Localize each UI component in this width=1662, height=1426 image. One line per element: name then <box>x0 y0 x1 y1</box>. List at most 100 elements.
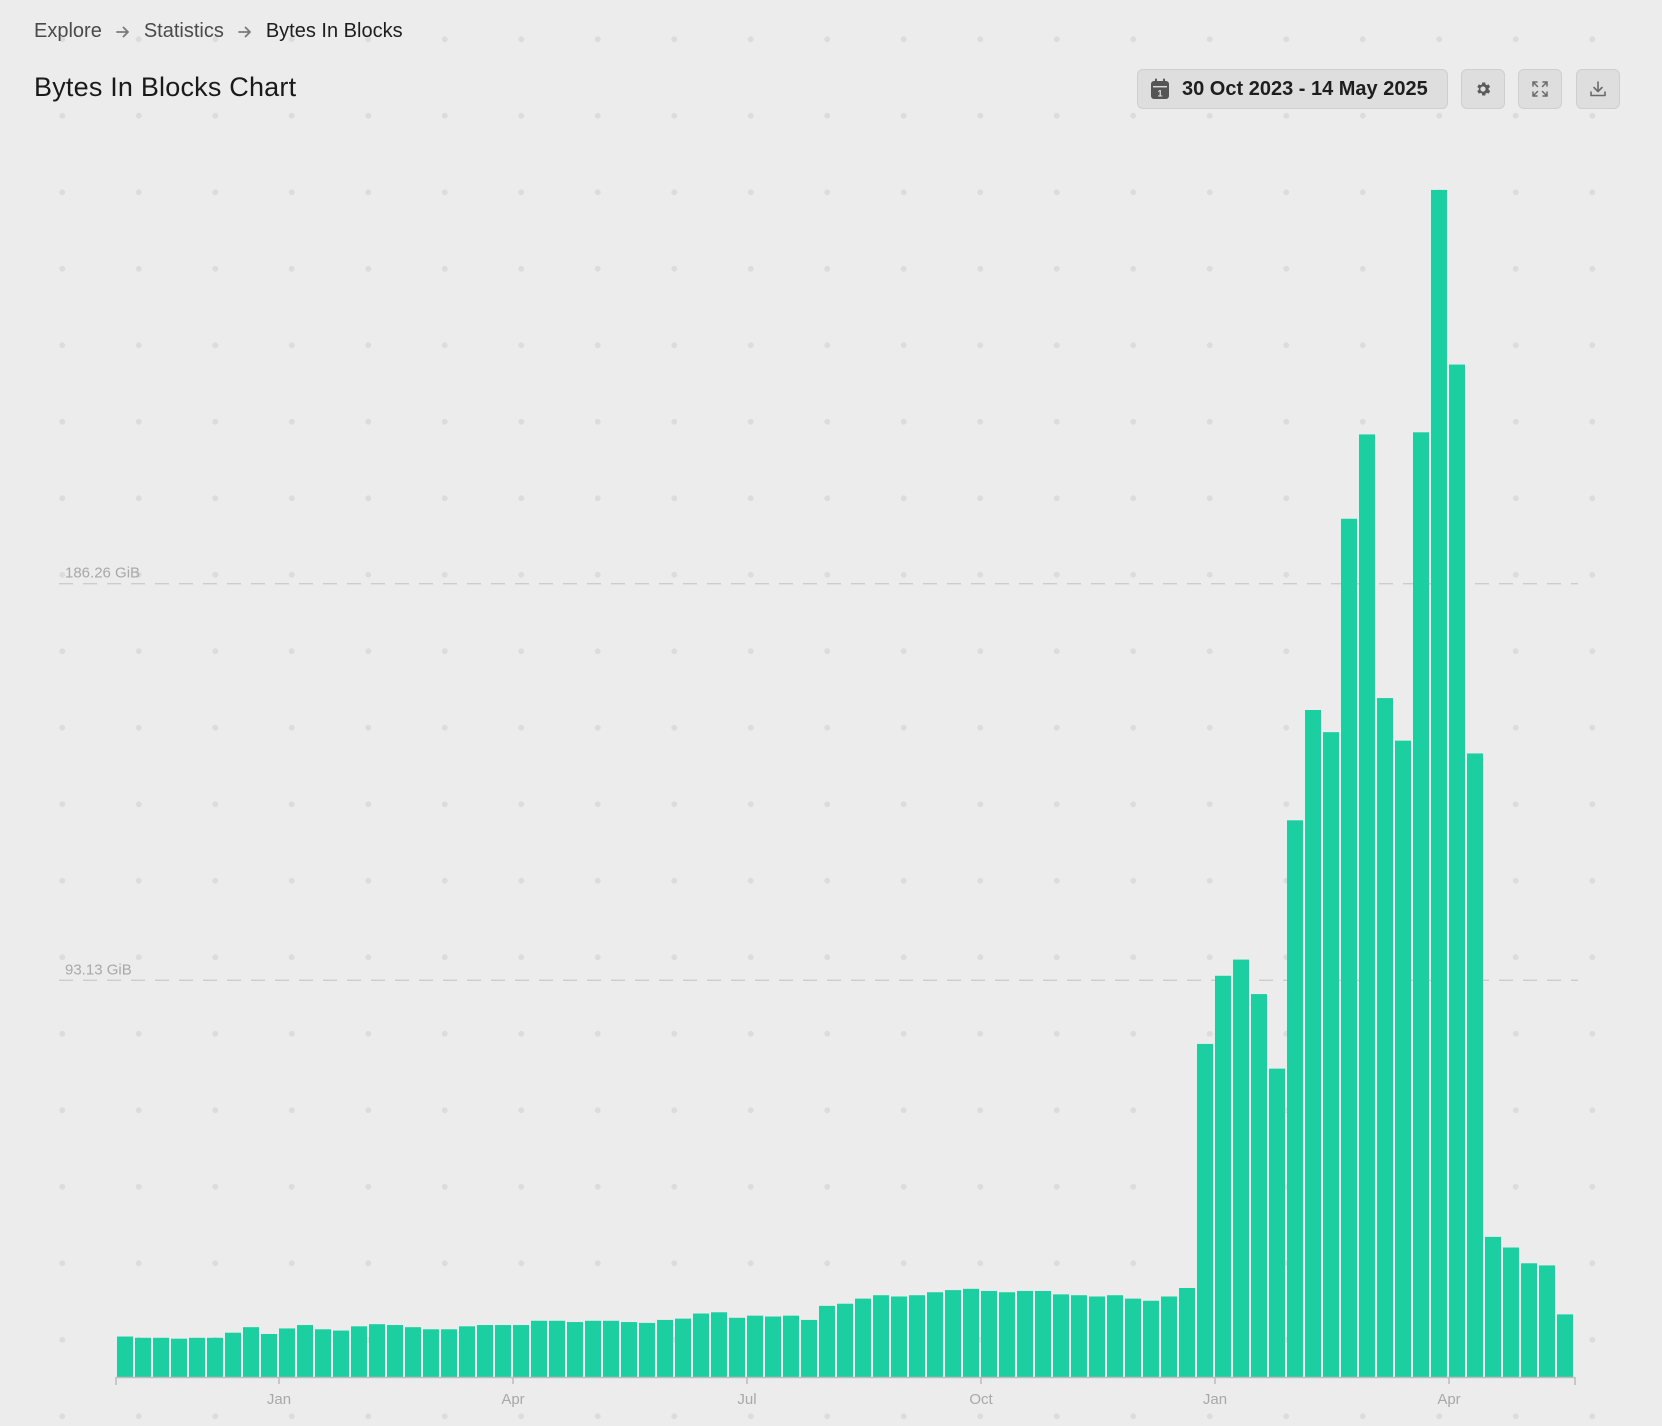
bar[interactable] <box>1179 1287 1195 1377</box>
bar[interactable] <box>603 1320 619 1377</box>
bar[interactable] <box>819 1305 835 1377</box>
download-button[interactable] <box>1576 69 1620 109</box>
settings-button[interactable] <box>1461 69 1505 109</box>
bar[interactable] <box>423 1329 439 1377</box>
bar[interactable] <box>297 1325 313 1377</box>
bar[interactable] <box>351 1326 367 1377</box>
bar[interactable] <box>837 1303 853 1377</box>
bar[interactable] <box>1215 975 1231 1377</box>
x-tick-label: Jan <box>1203 1391 1227 1408</box>
bar[interactable] <box>1467 753 1483 1377</box>
bar[interactable] <box>657 1319 673 1377</box>
bar[interactable] <box>765 1316 781 1377</box>
bar[interactable] <box>243 1327 259 1377</box>
bar[interactable] <box>747 1315 763 1377</box>
bar[interactable] <box>1287 820 1303 1377</box>
bar[interactable] <box>441 1329 457 1377</box>
y-grid-label: 93.13 GiB <box>65 961 132 978</box>
bar[interactable] <box>1053 1294 1069 1377</box>
bar[interactable] <box>1323 732 1339 1377</box>
bar[interactable] <box>207 1337 223 1377</box>
bar[interactable] <box>549 1320 565 1377</box>
breadcrumb-current: Bytes In Blocks <box>265 20 403 42</box>
bar[interactable] <box>531 1320 547 1377</box>
bar[interactable] <box>189 1337 205 1377</box>
bar[interactable] <box>1269 1068 1285 1377</box>
bar[interactable] <box>729 1317 745 1377</box>
bar[interactable] <box>1233 959 1249 1377</box>
bar[interactable] <box>1413 432 1429 1377</box>
bar[interactable] <box>909 1295 925 1377</box>
bar[interactable] <box>279 1328 295 1377</box>
bar[interactable] <box>1395 740 1411 1377</box>
bar[interactable] <box>1449 364 1465 1377</box>
breadcrumb-explore[interactable]: Explore <box>34 20 102 42</box>
page-title: Bytes In Blocks Chart <box>34 72 297 102</box>
bar[interactable] <box>387 1325 403 1377</box>
bar[interactable] <box>1089 1296 1105 1378</box>
bar[interactable] <box>1341 518 1357 1377</box>
x-tick-label: Apr <box>501 1391 524 1408</box>
bar[interactable] <box>567 1322 583 1377</box>
bar[interactable] <box>1557 1314 1573 1377</box>
bar[interactable] <box>1305 710 1321 1377</box>
bar[interactable] <box>405 1327 421 1377</box>
bar[interactable] <box>153 1337 169 1377</box>
svg-text:1: 1 <box>1157 89 1162 99</box>
bar[interactable] <box>513 1325 529 1377</box>
bar[interactable] <box>1107 1295 1123 1377</box>
bar[interactable] <box>495 1325 511 1377</box>
bar[interactable] <box>963 1288 979 1377</box>
bar[interactable] <box>891 1296 907 1378</box>
bar[interactable] <box>1143 1300 1159 1377</box>
y-grid-label: 186.26 GiB <box>65 565 140 582</box>
bar[interactable] <box>225 1332 241 1377</box>
bar[interactable] <box>1071 1295 1087 1377</box>
bar[interactable] <box>693 1313 709 1377</box>
arrow-right-icon <box>115 26 129 37</box>
bar[interactable] <box>945 1290 961 1377</box>
bar[interactable] <box>1377 698 1393 1377</box>
bar[interactable] <box>981 1290 997 1377</box>
bar[interactable] <box>927 1292 943 1377</box>
bar[interactable] <box>999 1292 1015 1377</box>
bar[interactable] <box>117 1336 133 1377</box>
bar[interactable] <box>1017 1290 1033 1377</box>
bar[interactable] <box>639 1322 655 1377</box>
download-icon <box>1590 81 1606 97</box>
bar[interactable] <box>171 1338 187 1377</box>
bar[interactable] <box>621 1322 637 1377</box>
bar[interactable] <box>711 1312 727 1377</box>
bar[interactable] <box>459 1326 475 1377</box>
bar[interactable] <box>1251 994 1267 1377</box>
bar[interactable] <box>477 1325 493 1377</box>
fullscreen-button[interactable] <box>1518 69 1562 109</box>
bar[interactable] <box>675 1318 691 1377</box>
bar[interactable] <box>1197 1043 1213 1377</box>
bar[interactable] <box>261 1333 277 1377</box>
bar[interactable] <box>1521 1263 1537 1377</box>
date-range-button[interactable]: 1 30 Oct 2023 - 14 May 2025 <box>1137 69 1448 109</box>
bar[interactable] <box>315 1329 331 1377</box>
bar[interactable] <box>1503 1247 1519 1377</box>
bar[interactable] <box>783 1315 799 1377</box>
bar[interactable] <box>1125 1298 1141 1377</box>
bar[interactable] <box>1161 1296 1177 1378</box>
bar[interactable] <box>1035 1290 1051 1377</box>
breadcrumb-statistics[interactable]: Statistics <box>143 20 224 42</box>
bar[interactable] <box>1485 1236 1501 1377</box>
bar[interactable] <box>873 1295 889 1377</box>
bar[interactable] <box>585 1320 601 1377</box>
x-tick-label: Oct <box>969 1391 993 1408</box>
bar[interactable] <box>855 1298 871 1377</box>
x-tick-label: Jul <box>737 1391 756 1408</box>
bar[interactable] <box>135 1337 151 1377</box>
bar[interactable] <box>1359 434 1375 1377</box>
calendar-icon: 1 <box>1151 78 1169 99</box>
breadcrumb: Explore Statistics Bytes In Blocks <box>34 20 403 43</box>
bar[interactable] <box>1539 1265 1555 1377</box>
bar[interactable] <box>333 1330 349 1377</box>
bar[interactable] <box>801 1319 817 1377</box>
bar[interactable] <box>1431 189 1447 1378</box>
bar[interactable] <box>369 1324 385 1377</box>
